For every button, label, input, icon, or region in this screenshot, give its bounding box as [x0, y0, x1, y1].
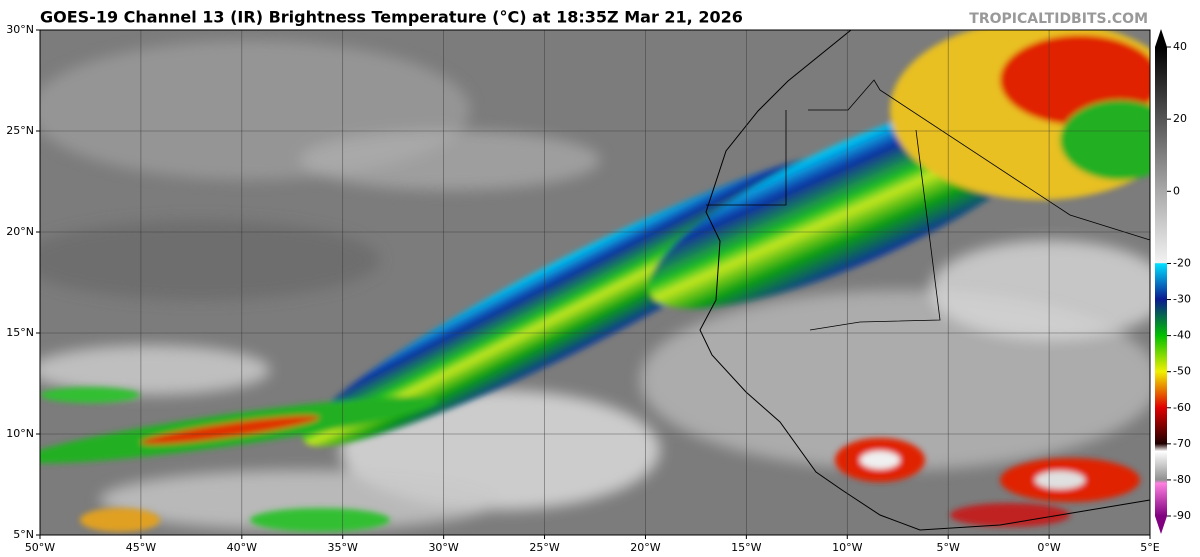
- colorbar-tick-label: 40: [1173, 40, 1187, 53]
- y-tick-label: 5°N: [13, 528, 34, 541]
- colorbar: [1155, 29, 1167, 534]
- grid: [40, 30, 1150, 535]
- colorbar-tick-label: 20: [1173, 112, 1187, 125]
- colorbar-tick-label: -80: [1173, 473, 1191, 486]
- colorbar-tick-label: -40: [1173, 329, 1191, 342]
- y-tick-label: 20°N: [6, 225, 34, 238]
- x-tick-label: 30°W: [428, 541, 458, 554]
- colorbar-tick-label: -60: [1173, 401, 1191, 414]
- colorbar-extend-top: [1155, 29, 1167, 47]
- x-tick-label: 0°W: [1037, 541, 1060, 554]
- title: GOES-19 Channel 13 (IR) Brightness Tempe…: [40, 8, 743, 27]
- colorbar-tick-label: -20: [1173, 256, 1191, 269]
- x-tick-label: 40°W: [227, 541, 257, 554]
- satellite-imagery: [40, 30, 1150, 535]
- credit: TROPICALTIDBITS.COM: [969, 11, 1148, 27]
- colorbar-extend-bottom: [1155, 516, 1167, 534]
- x-tick-label: 10°W: [832, 541, 862, 554]
- colorbar-tick-label: -90: [1173, 509, 1191, 522]
- x-tick-label: 20°W: [630, 541, 660, 554]
- y-tick-label: 30°N: [6, 23, 34, 36]
- x-tick-label: 5°W: [936, 541, 959, 554]
- x-tick-label: 50°W: [25, 541, 55, 554]
- axes: 50°W 45°W 40°W 35°W 30°W 25°W 20°W 15°W 10°W 5°W 0…: [6, 23, 1160, 554]
- y-tick-label: 15°N: [6, 326, 34, 339]
- x-tick-label: 15°W: [731, 541, 761, 554]
- colorbar-gradient: [1155, 47, 1167, 516]
- x-tick-label: 35°W: [328, 541, 358, 554]
- y-tick-label: 25°N: [6, 124, 34, 137]
- x-tick-label: 45°W: [126, 541, 156, 554]
- colorbar-tick-label: -70: [1173, 437, 1191, 450]
- colorbar-tick-label: 0: [1173, 184, 1180, 197]
- colorbar-tick-label: -30: [1173, 293, 1191, 306]
- x-tick-label: 25°W: [529, 541, 559, 554]
- x-tick-label: 5°E: [1140, 541, 1159, 554]
- clouds-cold: [40, 30, 1150, 532]
- coastline: [699, 30, 1150, 531]
- map-frame: [39, 29, 1151, 536]
- colorbar-tick-label: -50: [1173, 365, 1191, 378]
- colorbar-ticks: 40 20 0 -20 -30 -40 -50 -60 -70 -80 -90: [1167, 40, 1191, 522]
- borders: [706, 79, 1150, 331]
- y-tick-label: 10°N: [6, 427, 34, 440]
